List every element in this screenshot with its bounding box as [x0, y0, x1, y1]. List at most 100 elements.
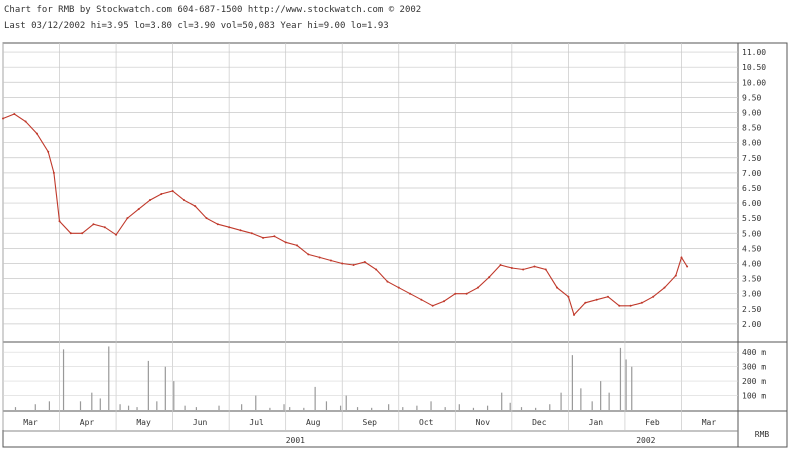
price-point: [13, 112, 16, 115]
price-point: [352, 264, 355, 266]
price-point: [47, 150, 50, 153]
price-point: [250, 232, 253, 235]
price-point: [126, 217, 129, 220]
month-label: Jul: [249, 418, 264, 427]
price-point: [329, 259, 332, 262]
y-tick-label: 8.50: [742, 124, 761, 133]
price-point: [454, 292, 457, 295]
y-tick-label: 9.50: [742, 93, 761, 102]
price-point: [573, 313, 576, 316]
y-tick-label: 6.00: [742, 199, 761, 208]
header-line-1: Chart for RMB by Stockwatch.com 604-687-…: [4, 5, 422, 15]
volume-tick-label: 200 m: [742, 377, 766, 386]
symbol-label: RMB: [755, 430, 770, 439]
y-tick-label: 3.00: [742, 290, 761, 299]
price-point: [629, 304, 632, 307]
price-point: [652, 295, 655, 298]
y-tick-label: 8.00: [742, 139, 761, 148]
price-point: [239, 229, 242, 232]
price-point: [640, 301, 643, 304]
price-point: [386, 280, 389, 283]
y-tick-label: 7.50: [742, 154, 761, 163]
y-tick-label: 4.00: [742, 259, 761, 268]
volume-tick-label: 100 m: [742, 392, 766, 401]
price-point: [533, 265, 536, 268]
price-point: [431, 304, 434, 307]
month-label: Apr: [80, 418, 95, 427]
price-point: [273, 235, 276, 238]
price-point: [567, 295, 570, 298]
price-point: [686, 265, 689, 268]
price-point: [228, 226, 231, 229]
y-tick-label: 7.00: [742, 169, 761, 178]
price-point: [24, 120, 27, 123]
price-point: [318, 256, 321, 259]
price-point: [488, 276, 491, 279]
price-point: [103, 226, 106, 229]
plot-frame: [2, 42, 739, 448]
volume-tick-label: 300 m: [742, 363, 766, 372]
y-tick-label: 4.50: [742, 244, 761, 253]
y-tick-label: 10.50: [742, 63, 766, 72]
price-point: [341, 262, 344, 265]
price-point: [69, 232, 72, 235]
price-point: [420, 298, 423, 301]
price-point: [680, 256, 683, 259]
price-point: [510, 267, 513, 270]
year-label: 2001: [286, 436, 305, 445]
price-point: [606, 295, 609, 298]
price-point: [499, 264, 502, 266]
header-line-2: Last 03/12/2002 hi=3.95 lo=3.80 cl=3.90 …: [4, 21, 389, 31]
price-point: [674, 274, 677, 277]
chart-header: Chart for RMB by Stockwatch.com 604-687-…: [0, 0, 790, 40]
price-point: [58, 220, 61, 223]
volume-tick-label: 400 m: [742, 348, 766, 357]
price-point: [443, 300, 445, 303]
price-point: [307, 253, 310, 256]
price-point: [81, 232, 84, 235]
price-point: [544, 268, 547, 271]
price-point: [296, 244, 298, 247]
price-point: [262, 236, 265, 239]
price-point: [216, 223, 219, 226]
price-point: [663, 286, 666, 289]
month-label: Oct: [419, 418, 434, 427]
month-label: Aug: [306, 418, 321, 427]
price-point: [584, 301, 587, 304]
price-point: [476, 286, 479, 289]
price-point: [205, 217, 208, 220]
price-point: [182, 199, 185, 202]
price-point: [618, 304, 621, 307]
price-point: [522, 268, 525, 271]
y-tick-label: 9.00: [742, 108, 761, 117]
price-point: [409, 292, 412, 295]
price-point: [194, 205, 197, 208]
price-point: [465, 292, 468, 295]
price-point: [595, 298, 598, 301]
price-point: [35, 132, 38, 135]
price-series-line: [2, 113, 688, 316]
month-label: Nov: [476, 418, 491, 427]
price-point: [52, 171, 55, 174]
month-label: Mar: [23, 418, 38, 427]
price-point: [137, 208, 140, 211]
price-point: [375, 268, 378, 271]
month-label: May: [136, 418, 151, 427]
month-label: Mar: [702, 418, 717, 427]
y-tick-label: 2.50: [742, 305, 761, 314]
price-point: [115, 233, 118, 236]
price-point: [160, 193, 163, 196]
price-point: [556, 286, 559, 289]
price-point: [397, 286, 400, 289]
price-point: [171, 190, 174, 192]
y-tick-label: 5.50: [742, 214, 761, 223]
price-point: [92, 223, 95, 226]
month-label: Jun: [193, 418, 208, 427]
month-label: Dec: [532, 418, 547, 427]
y-tick-label: 6.50: [742, 184, 761, 193]
right-axis-frame: [737, 42, 788, 448]
y-tick-label: 11.00: [742, 48, 766, 57]
y-tick-label: 2.00: [742, 320, 761, 329]
y-tick-label: 3.50: [742, 275, 761, 284]
